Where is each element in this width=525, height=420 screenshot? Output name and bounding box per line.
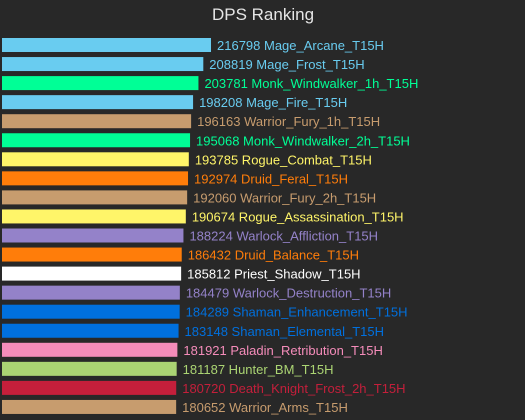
bar-5 [2,114,192,129]
bar-label-12: 186432 Druid_Balance_T15H [188,248,359,263]
bar-16 [2,323,179,338]
bar-18 [2,361,177,376]
bar-label-2: 208819 Mage_Frost_T15H [209,57,364,72]
bar-9 [2,190,188,205]
bar-label-16: 183148 Shaman_Elemental_T15H [185,324,384,339]
bar-15 [2,304,180,319]
bar-14 [2,285,180,300]
bar-label-5: 196163 Warrior_Fury_1h_T15H [197,114,380,129]
bar-group: 216798 Mage_Arcane_T15H 208819 Mage_Frost… [2,38,418,415]
bar-7 [2,152,189,167]
bar-label-8: 192974 Druid_Feral_T15H [194,171,348,186]
bar-label-20: 180652 Warrior_Arms_T15H [182,400,348,415]
bar-3 [2,76,199,91]
bar-8 [2,171,189,186]
bar-19 [2,380,177,395]
bar-label-1: 216798 Mage_Arcane_T15H [217,38,384,53]
bar-label-11: 188224 Warlock_Affliction_T15H [189,229,378,244]
bar-label-14: 184479 Warlock_Destruction_T15H [186,286,391,301]
bar-2 [2,57,204,72]
bar-20 [2,399,177,414]
bar-label-17: 181921 Paladin_Retribution_T15H [183,343,382,358]
bar-10 [2,209,186,224]
bar-17 [2,342,178,357]
bar-6 [2,133,191,148]
bar-label-10: 190674 Rogue_Assassination_T15H [192,209,404,224]
bar-11 [2,228,184,243]
bar-label-9: 192060 Warrior_Fury_2h_T15H [193,190,376,205]
bar-label-6: 195068 Monk_Windwalker_2h_T15H [196,133,410,148]
bar-label-13: 185812 Priest_Shadow_T15H [187,267,360,282]
bar-label-4: 198208 Mage_Fire_T15H [199,95,347,110]
bar-label-3: 203781 Monk_Windwalker_1h_T15H [204,76,418,91]
bar-label-18: 181187 Hunter_BM_T15H [183,362,334,377]
bar-13 [2,266,182,281]
bar-label-19: 180720 Death_Knight_Frost_2h_T15H [182,381,405,396]
bar-1 [2,38,211,52]
bar-label-7: 193785 Rogue_Combat_T15H [195,152,372,167]
bar-label-15: 184289 Shaman_Enhancement_T15H [186,305,408,320]
chart-title: DPS Ranking [212,5,314,24]
bar-4 [2,95,194,110]
bar-12 [2,247,182,262]
